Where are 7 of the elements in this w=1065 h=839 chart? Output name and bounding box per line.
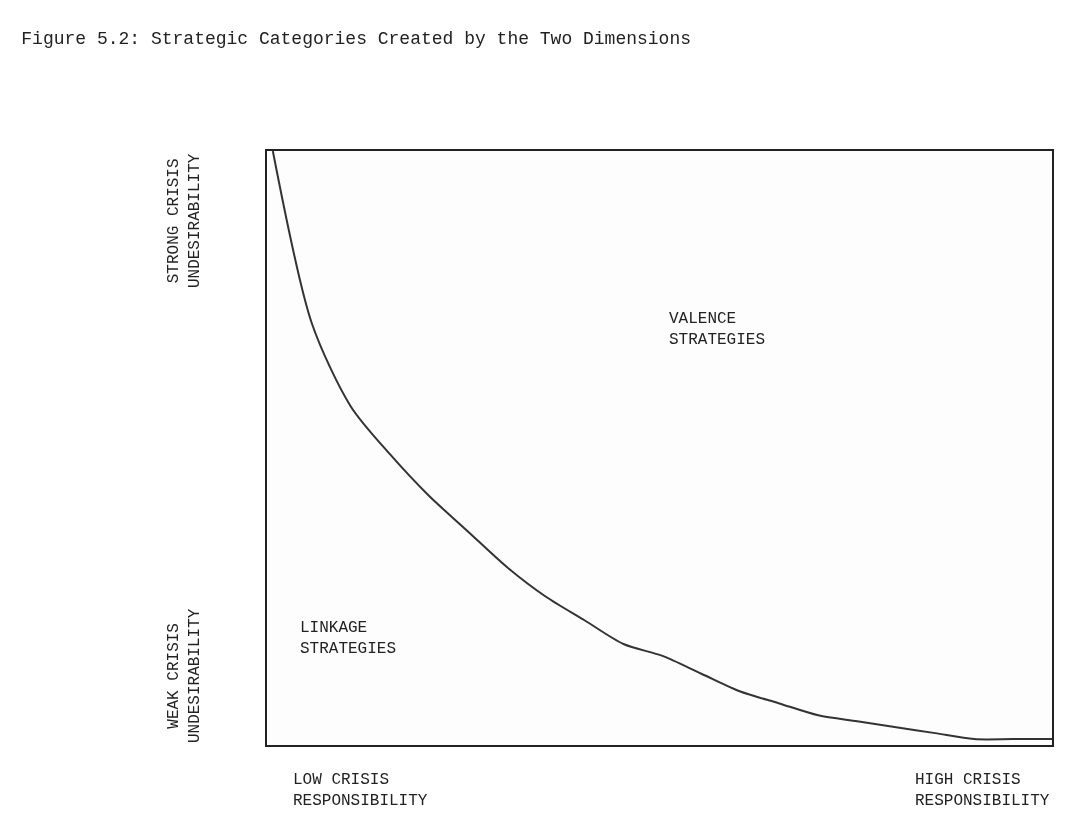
text: LOW CRISIS RESPONSIBILITY	[293, 771, 428, 810]
text: HIGH CRISIS RESPONSIBILITY	[915, 771, 1050, 810]
annotation: VALENCE STRATEGIES	[669, 310, 766, 349]
chart-title: Figure 5.2: Strategic Categories Created by the Two Dimensions	[21, 29, 692, 50]
text: STRONG CRISIS UNDESIRABILITY	[165, 153, 204, 289]
annotation: LINKAGE STRATEGIES	[300, 619, 397, 658]
text: WEAK CRISIS UNDESIRABILITY	[165, 608, 204, 744]
